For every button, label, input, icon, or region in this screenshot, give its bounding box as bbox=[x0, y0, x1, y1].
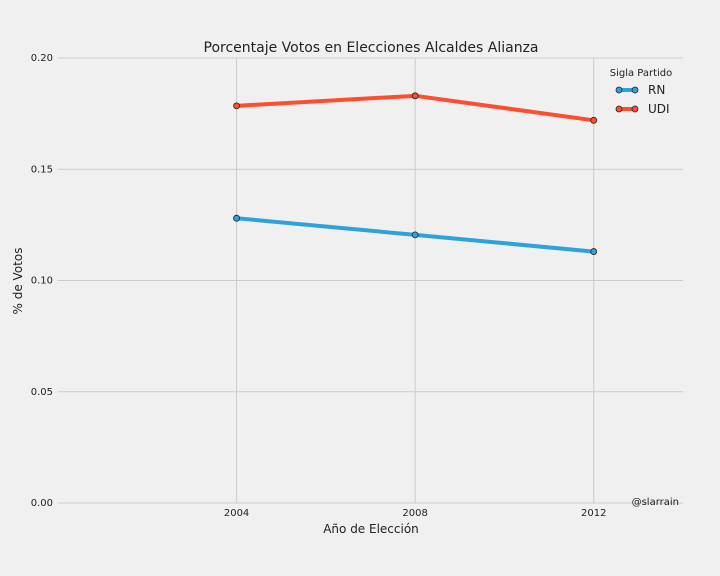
legend: Sigla Partido RN UDI bbox=[610, 68, 673, 116]
y-axis-label: % de Votos bbox=[11, 248, 25, 315]
data-point-rn bbox=[411, 231, 419, 239]
data-point-rn bbox=[233, 214, 240, 222]
axis-ticks: 0.00 0.05 0.10 0.15 0.20 2004 2008 2012 bbox=[31, 53, 607, 519]
y-tick-label: 0.15 bbox=[31, 164, 53, 175]
legend-marker bbox=[631, 86, 639, 94]
data-point-rn bbox=[590, 248, 598, 255]
legend-marker bbox=[615, 105, 623, 113]
y-tick-label: 0.20 bbox=[31, 53, 53, 64]
y-tick-label: 0.05 bbox=[31, 387, 53, 398]
credit-annotation: @slarrain bbox=[632, 497, 679, 508]
series-rn bbox=[233, 214, 598, 255]
y-tick-label: 0.10 bbox=[31, 276, 53, 287]
data-point-udi bbox=[233, 102, 240, 110]
legend-marker bbox=[615, 86, 623, 94]
legend-item-udi: UDI bbox=[615, 102, 670, 116]
y-tick-label: 0.00 bbox=[31, 498, 53, 509]
legend-label: RN bbox=[648, 83, 665, 97]
chart-title: Porcentaje Votos en Elecciones Alcaldes … bbox=[204, 40, 539, 56]
x-axis-label: Año de Elección bbox=[323, 522, 419, 536]
x-tick-label: 2008 bbox=[402, 508, 427, 519]
x-tick-label: 2004 bbox=[224, 508, 249, 519]
legend-marker bbox=[631, 105, 639, 113]
series-lines bbox=[233, 92, 598, 255]
grid-lines bbox=[58, 57, 683, 504]
data-point-udi bbox=[411, 92, 419, 100]
data-point-udi bbox=[590, 116, 598, 124]
legend-title: Sigla Partido bbox=[610, 68, 673, 79]
legend-item-rn: RN bbox=[615, 83, 665, 97]
legend-label: UDI bbox=[648, 102, 670, 116]
series-udi bbox=[233, 92, 598, 124]
x-tick-label: 2012 bbox=[581, 508, 606, 519]
